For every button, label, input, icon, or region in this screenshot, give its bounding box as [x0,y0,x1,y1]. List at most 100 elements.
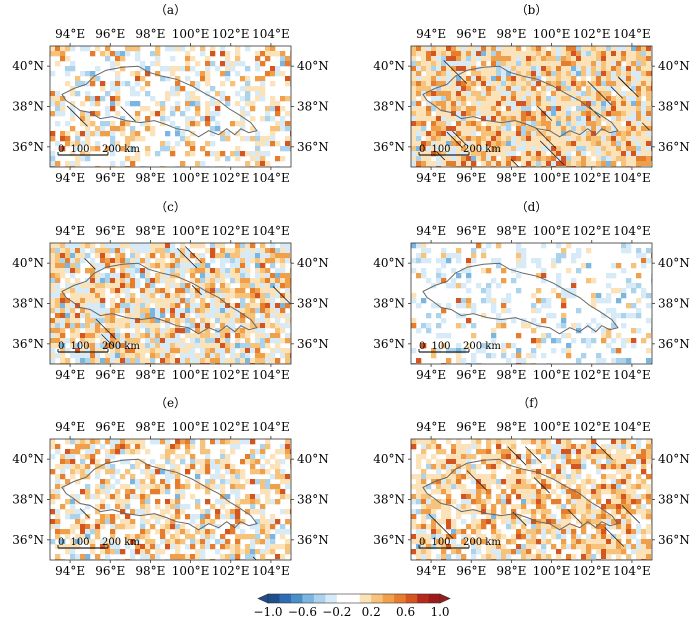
lon-tick-label: 98°E [496,224,526,238]
colorbar-tick-label: −1.0 [253,605,282,619]
lon-tick-label: 102°E [212,564,250,578]
lat-tick-label: 38°N [12,297,44,311]
lon-tick-label: 104°E [252,224,290,238]
colorbar-swatch [371,594,383,603]
lon-tick-label: 96°E [95,564,125,578]
lon-tick-label: 100°E [172,224,210,238]
lon-tick-label: 104°E [613,420,651,434]
lat-tick-label: 38°N [12,493,44,507]
lon-tick-label: 98°E [135,420,165,434]
panel-label: （d） [516,200,548,214]
lon-tick-label: 98°E [135,171,165,185]
lat-tick-label: 38°N [373,297,405,311]
scale-label: 100 [431,341,450,352]
lon-tick-label: 94°E [55,224,85,238]
lon-tick-label: 104°E [613,171,651,185]
panel-label: （c） [155,200,186,214]
lon-tick-label: 102°E [573,27,611,41]
scale-label: 0 [419,144,425,155]
colorbar-swatch [429,594,441,603]
lon-tick-label: 94°E [416,224,446,238]
lon-tick-label: 104°E [613,368,651,382]
lon-tick-label: 100°E [172,171,210,185]
lon-tick-label: 96°E [456,27,486,41]
lon-tick-label: 96°E [456,368,486,382]
lat-tick-label: 36°N [658,337,690,351]
panel-label: （b） [516,3,548,17]
lon-tick-label: 100°E [172,564,210,578]
panel-label: （a） [155,3,186,17]
lat-tick-label: 36°N [12,533,44,547]
lon-tick-label: 98°E [135,368,165,382]
lon-tick-label: 98°E [135,27,165,41]
colorbar-swatch [348,594,360,603]
lon-tick-label: 96°E [95,368,125,382]
map-panel-e: （e）94°E94°E96°E96°E98°E98°E100°E100°E102… [12,396,329,578]
lon-tick-label: 102°E [573,171,611,185]
scale-label: 0 [58,341,64,352]
lon-tick-label: 100°E [533,368,571,382]
lon-tick-label: 94°E [416,420,446,434]
colorbar-swatch [406,594,418,603]
lon-tick-label: 102°E [573,368,611,382]
lon-tick-label: 98°E [496,171,526,185]
scale-label: 0 [58,537,64,548]
lon-tick-label: 100°E [533,564,571,578]
colorbar-tick-label: −0.6 [288,605,317,619]
lon-tick-label: 102°E [573,420,611,434]
colorbar-swatch [291,594,303,603]
lon-tick-label: 94°E [416,27,446,41]
lon-tick-label: 96°E [95,420,125,434]
lat-tick-label: 38°N [297,493,329,507]
colorbar-swatch [394,594,406,603]
colorbar-max-extend [440,594,450,603]
lon-tick-label: 104°E [252,368,290,382]
lon-tick-label: 98°E [135,564,165,578]
colorbar-swatch [268,594,280,603]
lat-tick-label: 36°N [373,337,405,351]
lon-tick-label: 94°E [416,368,446,382]
colorbar-tick-label: −0.2 [322,605,351,619]
lat-tick-label: 36°N [373,533,405,547]
lon-tick-label: 98°E [496,564,526,578]
colorbar-swatch [383,594,395,603]
lat-tick-label: 38°N [297,100,329,114]
lat-tick-label: 38°N [373,100,405,114]
lon-tick-label: 104°E [613,564,651,578]
lat-tick-label: 38°N [297,297,329,311]
colorbar-swatch [325,594,337,603]
lon-tick-label: 96°E [456,564,486,578]
colorbar-swatch [417,594,429,603]
lon-tick-label: 102°E [573,224,611,238]
lon-tick-label: 102°E [573,564,611,578]
lat-tick-label: 36°N [658,140,690,154]
lon-tick-label: 104°E [252,27,290,41]
scale-label: 100 [431,537,450,548]
lat-tick-label: 36°N [373,140,405,154]
map-panel-a: （a）94°E94°E96°E96°E98°E98°E100°E100°E102… [12,3,329,185]
lon-tick-label: 94°E [416,171,446,185]
lat-tick-label: 40°N [12,59,44,73]
lon-tick-label: 104°E [252,564,290,578]
lon-tick-label: 104°E [613,27,651,41]
lat-tick-label: 36°N [297,337,329,351]
colorbar-swatch [302,594,314,603]
lat-tick-label: 36°N [12,337,44,351]
colorbar-swatch [360,594,372,603]
lat-tick-label: 36°N [658,533,690,547]
lon-tick-label: 100°E [533,420,571,434]
lon-tick-label: 104°E [613,224,651,238]
lon-tick-label: 100°E [172,368,210,382]
lat-tick-label: 38°N [658,100,690,114]
scale-label: 100 [431,144,450,155]
lon-tick-label: 96°E [95,27,125,41]
lat-tick-label: 36°N [12,140,44,154]
lon-tick-label: 102°E [212,27,250,41]
colorbar-swatch [314,594,326,603]
lon-tick-label: 102°E [212,224,250,238]
colorbar-swatch [337,594,349,603]
lat-tick-label: 40°N [297,59,329,73]
lat-tick-label: 38°N [658,493,690,507]
lon-tick-label: 104°E [252,420,290,434]
